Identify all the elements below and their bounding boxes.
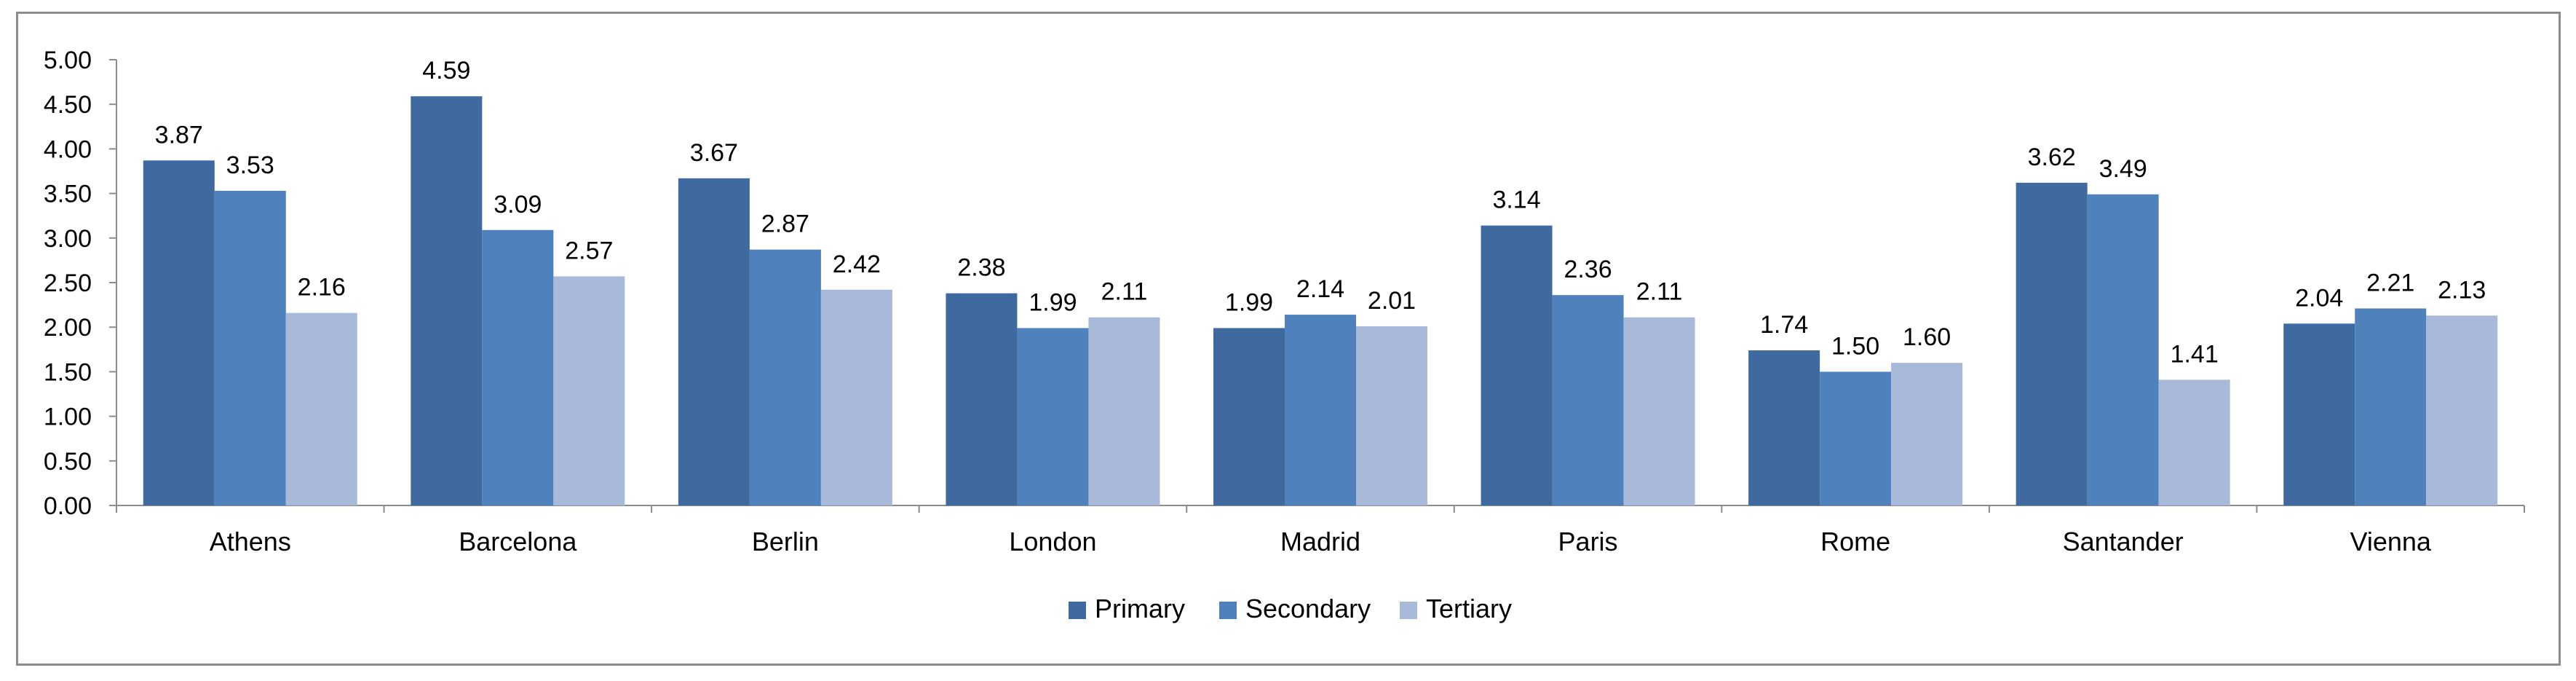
bar-secondary — [1552, 295, 1624, 505]
y-tick-label: 1.00 — [44, 404, 92, 431]
bar-tertiary — [2158, 379, 2230, 505]
y-tick-label: 2.50 — [44, 269, 92, 297]
x-category-label: Santander — [2063, 527, 2184, 556]
y-tick-label: 0.00 — [44, 492, 92, 520]
bar-tertiary — [820, 289, 892, 505]
x-category-label: Berlin — [752, 527, 819, 556]
bar-primary — [143, 160, 215, 505]
bar-primary — [411, 96, 483, 505]
data-label: 3.87 — [155, 121, 203, 149]
data-label: 1.74 — [1760, 311, 1808, 339]
x-category-label: Athens — [210, 527, 291, 556]
y-tick-label: 0.50 — [44, 448, 92, 476]
data-label: 2.14 — [1296, 275, 1344, 303]
data-label: 3.14 — [1492, 186, 1540, 214]
bar-secondary — [1285, 315, 1356, 505]
bar-primary — [1213, 328, 1285, 505]
bar-tertiary — [553, 276, 625, 505]
bar-secondary — [1820, 371, 1892, 505]
y-tick-label: 3.50 — [44, 181, 92, 208]
bar-secondary — [2087, 194, 2159, 505]
bar-secondary — [214, 190, 286, 505]
x-category-label: Madrid — [1280, 527, 1360, 556]
bar-primary — [946, 293, 1018, 505]
data-label: 2.13 — [2438, 276, 2486, 304]
legend-label-secondary: Secondary — [1245, 594, 1371, 623]
y-tick-label: 2.00 — [44, 314, 92, 342]
bar-primary — [2016, 182, 2088, 506]
x-category-label: London — [1009, 527, 1096, 556]
y-axis: 0.00 0.50 1.00 1.50 2.00 2.50 3.00 3.50 4.00 4.50… — [44, 47, 117, 520]
data-label: 2.87 — [761, 210, 809, 238]
data-label: 2.21 — [2366, 269, 2414, 296]
bar-primary — [678, 178, 750, 506]
data-label: 2.16 — [298, 274, 346, 302]
legend-swatch-tertiary — [1400, 602, 1417, 619]
bar-tertiary — [285, 312, 357, 505]
bar-tertiary — [1623, 317, 1695, 505]
bar-primary — [2283, 323, 2355, 505]
bar-secondary — [749, 249, 821, 505]
legend-swatch-primary — [1069, 602, 1086, 619]
legend-label-primary: Primary — [1095, 594, 1185, 623]
bar-tertiary — [2426, 315, 2498, 505]
data-label: 2.36 — [1564, 256, 1612, 283]
bar-primary — [1481, 225, 1553, 505]
data-label: 1.99 — [1029, 288, 1077, 316]
bar-secondary — [2355, 308, 2427, 505]
legend-label-tertiary: Tertiary — [1426, 594, 1512, 623]
bar-tertiary — [1891, 363, 1963, 505]
data-label: 1.60 — [1903, 323, 1951, 351]
bar-secondary — [1017, 328, 1089, 505]
y-tick-label: 5.00 — [44, 47, 92, 74]
data-label: 4.59 — [422, 57, 470, 84]
data-label: 2.42 — [833, 251, 881, 278]
data-label: 3.09 — [494, 191, 542, 219]
data-label: 3.49 — [2099, 155, 2147, 183]
bar-tertiary — [1356, 326, 1427, 505]
data-label: 2.11 — [1636, 278, 1683, 306]
data-label: 3.67 — [690, 139, 738, 167]
y-tick-label: 4.50 — [44, 91, 92, 119]
x-category-label: Paris — [1558, 527, 1618, 556]
data-label: 2.04 — [2295, 284, 2343, 312]
data-label: 2.38 — [957, 254, 1005, 282]
legend: Primary Secondary Tertiary — [1069, 594, 1512, 623]
bar-primary — [1748, 350, 1820, 505]
y-tick-label: 4.00 — [44, 135, 92, 163]
data-label: 1.41 — [2171, 340, 2219, 368]
x-category-label: Rome — [1820, 527, 1890, 556]
data-label: 1.50 — [1831, 332, 1879, 360]
data-label: 2.57 — [565, 237, 613, 264]
data-label: 1.99 — [1225, 288, 1273, 316]
data-label: 2.11 — [1101, 278, 1148, 306]
bar-secondary — [482, 229, 554, 505]
x-category-label: Barcelona — [459, 527, 577, 556]
data-label: 3.62 — [2028, 143, 2076, 171]
data-labels: 3.87 3.53 2.16 4.59 3.09 2.57 3.67 2.87 2.42 2.38… — [155, 57, 2486, 368]
x-category-label: Vienna — [2350, 527, 2431, 556]
x-axis: Athens Barcelona Berlin London Madrid Paris Ro… — [116, 505, 2525, 556]
bar-tertiary — [1088, 317, 1160, 505]
data-label: 3.53 — [226, 151, 274, 179]
legend-swatch-secondary — [1219, 602, 1237, 619]
y-tick-label: 3.00 — [44, 225, 92, 253]
data-label: 2.01 — [1368, 287, 1416, 315]
y-tick-label: 1.50 — [44, 358, 92, 386]
bars — [143, 96, 2498, 506]
